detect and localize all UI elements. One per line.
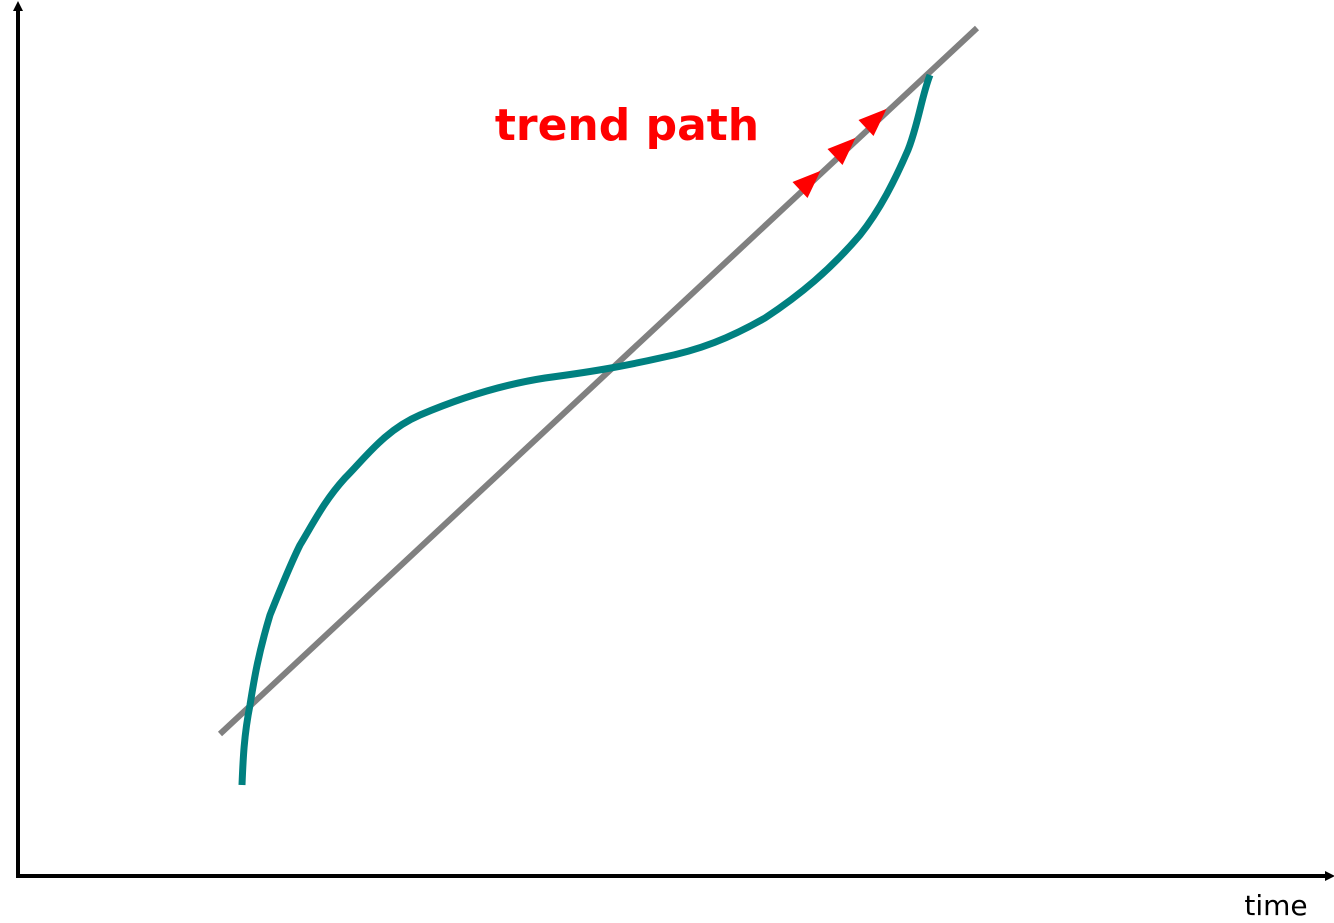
x-axis-label: time bbox=[1244, 889, 1307, 922]
direction-arrows bbox=[792, 108, 887, 199]
arrowhead bbox=[858, 108, 887, 137]
arrowhead bbox=[827, 137, 856, 166]
annotation: trend path bbox=[495, 100, 759, 151]
arrowhead bbox=[792, 170, 821, 199]
s-curve bbox=[238, 73, 934, 786]
